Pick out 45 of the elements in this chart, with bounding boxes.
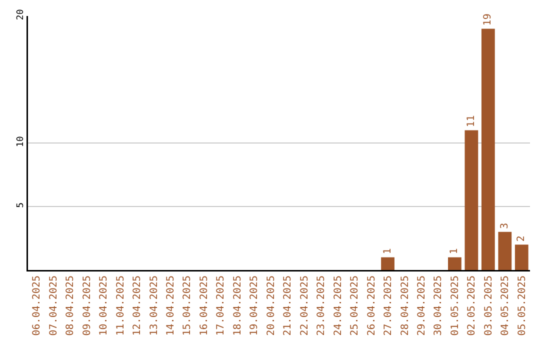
- x-tick-label: 19.04.2025: [249, 276, 260, 336]
- x-tick-label: 08.04.2025: [65, 276, 76, 336]
- x-tick-label: 20.04.2025: [266, 276, 277, 336]
- x-tick-label: 03.05.2025: [483, 276, 494, 336]
- x-tick-label: 16.04.2025: [198, 276, 210, 336]
- x-tick-label: 01.05.2025: [450, 276, 461, 336]
- x-tick-label: 22.04.2025: [299, 276, 310, 336]
- data-label: 1: [382, 248, 394, 254]
- bar: [481, 28, 495, 270]
- x-tick-label: 02.05.2025: [466, 276, 478, 336]
- data-label: 11: [466, 115, 477, 128]
- x-tick-label: 23.04.2025: [316, 276, 328, 336]
- x-tick-label: 14.04.2025: [165, 276, 176, 336]
- bar: [381, 257, 394, 270]
- x-tick-label: 11.04.2025: [115, 276, 126, 336]
- y-tick-label: 20: [16, 9, 26, 20]
- x-tick-label: 06.04.2025: [32, 276, 43, 336]
- x-tick-label: 09.04.2025: [82, 276, 93, 336]
- x-tick-label: 27.04.2025: [383, 276, 394, 336]
- x-tick-label: 25.04.2025: [350, 276, 361, 336]
- x-tick-label: 21.04.2025: [282, 276, 294, 336]
- x-tick-label: 29.04.2025: [416, 276, 428, 336]
- data-label: 2: [516, 236, 528, 242]
- data-label: 1: [449, 248, 460, 254]
- x-tick-label: 17.04.2025: [216, 276, 227, 336]
- data-label: 3: [499, 222, 510, 229]
- bar: [514, 244, 528, 270]
- x-tick-label: 18.04.2025: [232, 276, 244, 336]
- x-tick-label: 12.04.2025: [132, 276, 144, 336]
- y-tick-label: 5: [16, 202, 26, 208]
- x-tick-label: 15.04.2025: [182, 276, 194, 336]
- bar: [464, 130, 478, 270]
- x-tick-label: 05.05.2025: [516, 276, 528, 336]
- x-tick-label: 04.05.2025: [500, 276, 512, 336]
- x-tick-label: 13.04.2025: [148, 276, 160, 336]
- x-tick-label: 26.04.2025: [366, 276, 378, 336]
- x-tick-label: 10.04.2025: [98, 276, 110, 336]
- data-label: 19: [482, 14, 494, 26]
- y-tick-label: 10: [16, 136, 26, 148]
- bar: [498, 232, 512, 270]
- x-tick-label: 24.04.2025: [332, 276, 344, 336]
- bar: [448, 257, 462, 270]
- x-tick-label: 28.04.2025: [400, 276, 411, 336]
- x-tick-label: 07.04.2025: [48, 276, 60, 336]
- x-tick-label: 30.04.2025: [433, 276, 444, 336]
